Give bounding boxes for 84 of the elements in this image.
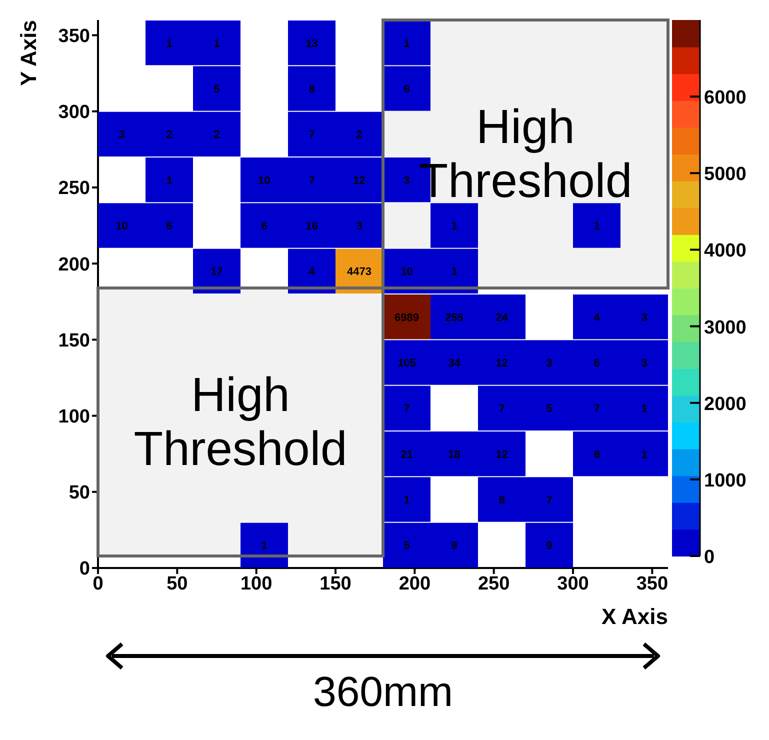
data-label: 6989	[394, 312, 419, 324]
y-tick-label: 100	[58, 406, 90, 428]
data-label: 2	[166, 129, 172, 142]
color-bar-label: 1000	[704, 470, 746, 492]
data-label: 10	[400, 266, 413, 278]
data-label: 1	[594, 220, 600, 232]
y-tick-label: 0	[79, 558, 90, 580]
data-label: 3	[356, 220, 362, 232]
data-label: 9	[546, 540, 552, 552]
data-label: 10	[116, 220, 128, 232]
data-label: 2	[356, 129, 362, 142]
data-label: 1	[261, 540, 268, 552]
color-bar-label: 4000	[704, 240, 746, 262]
x-tick-label: 250	[478, 573, 510, 594]
x-tick-label: 0	[92, 573, 104, 594]
color-bar-label: 6000	[704, 88, 746, 109]
data-label: 13	[306, 38, 318, 50]
y-axis-title: Y Axis	[16, 20, 41, 86]
data-label: 2	[214, 129, 220, 142]
y-tick-label: 350	[58, 26, 90, 47]
data-label: 3	[546, 358, 552, 370]
x-tick-label: 150	[320, 573, 352, 594]
text: 360mm	[312, 668, 454, 715]
data-label: 255	[445, 312, 464, 324]
data-label: 5	[214, 84, 220, 96]
data-label: 7	[308, 174, 315, 187]
data-label: 8	[498, 494, 505, 506]
data-label: 8	[594, 448, 600, 461]
color-bar-label: 3000	[704, 317, 746, 338]
x-tick-label: 50	[166, 573, 188, 594]
color-bar-label: 5000	[704, 164, 746, 186]
data-label: 12	[496, 358, 508, 370]
y-tick-label: 50	[68, 482, 90, 504]
data-label: 16	[306, 220, 318, 232]
data-label: 7	[594, 403, 600, 416]
data-label: 6	[166, 220, 172, 232]
y-tick-label: 200	[58, 254, 90, 276]
data-label: 12	[353, 174, 366, 187]
color-bar-label: 2000	[704, 394, 746, 415]
data-label: 5	[404, 540, 410, 552]
data-label: 12	[496, 448, 508, 461]
data-label: 1	[166, 174, 172, 187]
data-label: 1	[404, 38, 410, 50]
data-label: 34	[448, 358, 462, 370]
x-tick-label: 300	[557, 573, 589, 594]
data-label: 6	[594, 358, 600, 370]
data-label: 1	[214, 38, 220, 50]
data-label: 24	[496, 312, 509, 324]
data-label: 5	[546, 403, 552, 416]
data-label: 1	[451, 220, 458, 232]
annotation: High Threshold	[134, 369, 348, 476]
data-label: 18	[448, 448, 460, 461]
data-label: 6	[404, 84, 410, 96]
data-label: 8	[308, 84, 315, 96]
x-tick-label: 350	[636, 573, 668, 594]
data-label: 6	[261, 220, 268, 232]
data-label: 4473	[347, 266, 372, 278]
data-label: 9	[451, 540, 458, 552]
y-tick-label: 300	[58, 102, 90, 124]
data-label: 1	[166, 38, 172, 50]
data-label: 3	[118, 129, 125, 142]
data-label: 1	[451, 266, 458, 278]
data-label: 3	[404, 174, 410, 187]
data-label: 17	[210, 266, 223, 278]
y-tick-label: 250	[58, 178, 90, 200]
data-label: 3	[641, 312, 648, 324]
data-label: 7	[308, 129, 315, 142]
data-label: 3	[641, 358, 648, 370]
data-label: 1	[641, 448, 648, 461]
data-label: 7	[498, 403, 505, 416]
y-tick-label: 150	[58, 330, 90, 352]
data-label: 7	[404, 403, 410, 416]
data-label: 4	[594, 312, 601, 324]
x-axis-title: X Axis	[602, 604, 668, 629]
data-label: 1	[404, 494, 410, 506]
data-label: 4	[308, 266, 316, 278]
data-label: 105	[398, 358, 416, 370]
data-label: 21	[400, 448, 413, 461]
data-label: 1	[641, 403, 648, 416]
color-bar-label: 0	[704, 547, 715, 568]
x-tick-label: 100	[240, 573, 272, 594]
x-tick-label: 200	[398, 573, 431, 594]
data-label: 10	[258, 174, 270, 187]
data-label: 7	[546, 494, 552, 506]
